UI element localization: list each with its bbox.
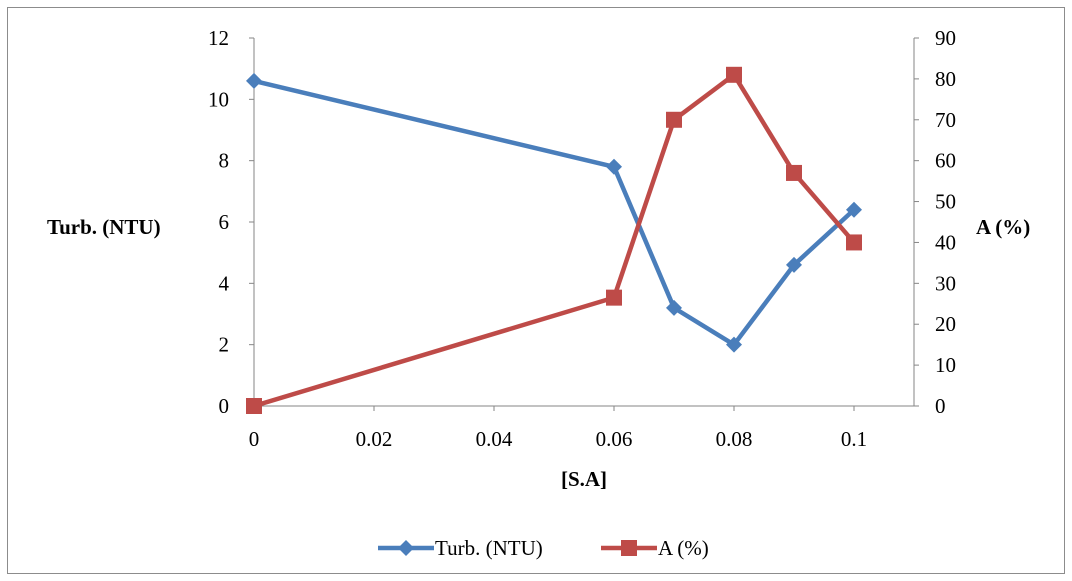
y-right-tick-label: 70 bbox=[935, 108, 956, 132]
data-point-turbidity bbox=[606, 159, 622, 175]
y-left-tick-label: 8 bbox=[219, 149, 230, 173]
series-line-a-percent bbox=[254, 75, 854, 406]
data-point-a-percent bbox=[606, 290, 622, 306]
y-left-tick-label: 2 bbox=[219, 333, 230, 357]
x-tick-label: 0.02 bbox=[356, 427, 393, 451]
x-tick-label: 0 bbox=[249, 427, 260, 451]
y-left-tick-label: 12 bbox=[208, 26, 229, 50]
y-right-tick-label: 60 bbox=[935, 149, 956, 173]
legend-label: Turb. (NTU) bbox=[435, 536, 543, 560]
legend-marker-square bbox=[621, 540, 637, 556]
y-left-tick-label: 0 bbox=[219, 394, 230, 418]
y-right-tick-label: 30 bbox=[935, 271, 956, 295]
chart-series bbox=[246, 67, 862, 414]
y-right-tick-label: 0 bbox=[935, 394, 946, 418]
data-point-turbidity bbox=[246, 73, 262, 89]
y-right-tick-label: 10 bbox=[935, 353, 956, 377]
legend-label: A (%) bbox=[658, 536, 709, 560]
data-point-a-percent bbox=[846, 234, 862, 250]
x-tick-label: 0.06 bbox=[596, 427, 633, 451]
data-point-a-percent bbox=[666, 112, 682, 128]
data-point-a-percent bbox=[786, 165, 802, 181]
x-tick-label: 0.1 bbox=[841, 427, 867, 451]
x-axis-title: [S.A] bbox=[561, 467, 607, 491]
x-tick-label: 0.08 bbox=[716, 427, 753, 451]
data-point-a-percent bbox=[246, 398, 262, 414]
y-left-tick-label: 10 bbox=[208, 87, 229, 111]
y-right-tick-label: 90 bbox=[935, 26, 956, 50]
data-point-a-percent bbox=[726, 67, 742, 83]
y-right-tick-label: 20 bbox=[935, 312, 956, 336]
y-axis-left-title: Turb. (NTU) bbox=[47, 215, 161, 239]
legend-marker-diamond bbox=[398, 540, 414, 556]
legend-item-turbidity: Turb. (NTU) bbox=[378, 536, 543, 560]
chart-legend: Turb. (NTU) A (%) bbox=[378, 536, 709, 560]
y-left-tick-label: 6 bbox=[219, 210, 230, 234]
y-right-tick-label: 40 bbox=[935, 230, 956, 254]
y-right-tick-label: 80 bbox=[935, 67, 956, 91]
y-right-tick-label: 50 bbox=[935, 190, 956, 214]
y-axis-right-title: A (%) bbox=[976, 215, 1030, 239]
x-tick-label: 0.04 bbox=[476, 427, 513, 451]
series-turbidity bbox=[246, 73, 862, 353]
legend-item-a-percent: A (%) bbox=[601, 536, 709, 560]
series-a-percent bbox=[246, 67, 862, 414]
y-left-tick-label: 4 bbox=[219, 271, 230, 295]
